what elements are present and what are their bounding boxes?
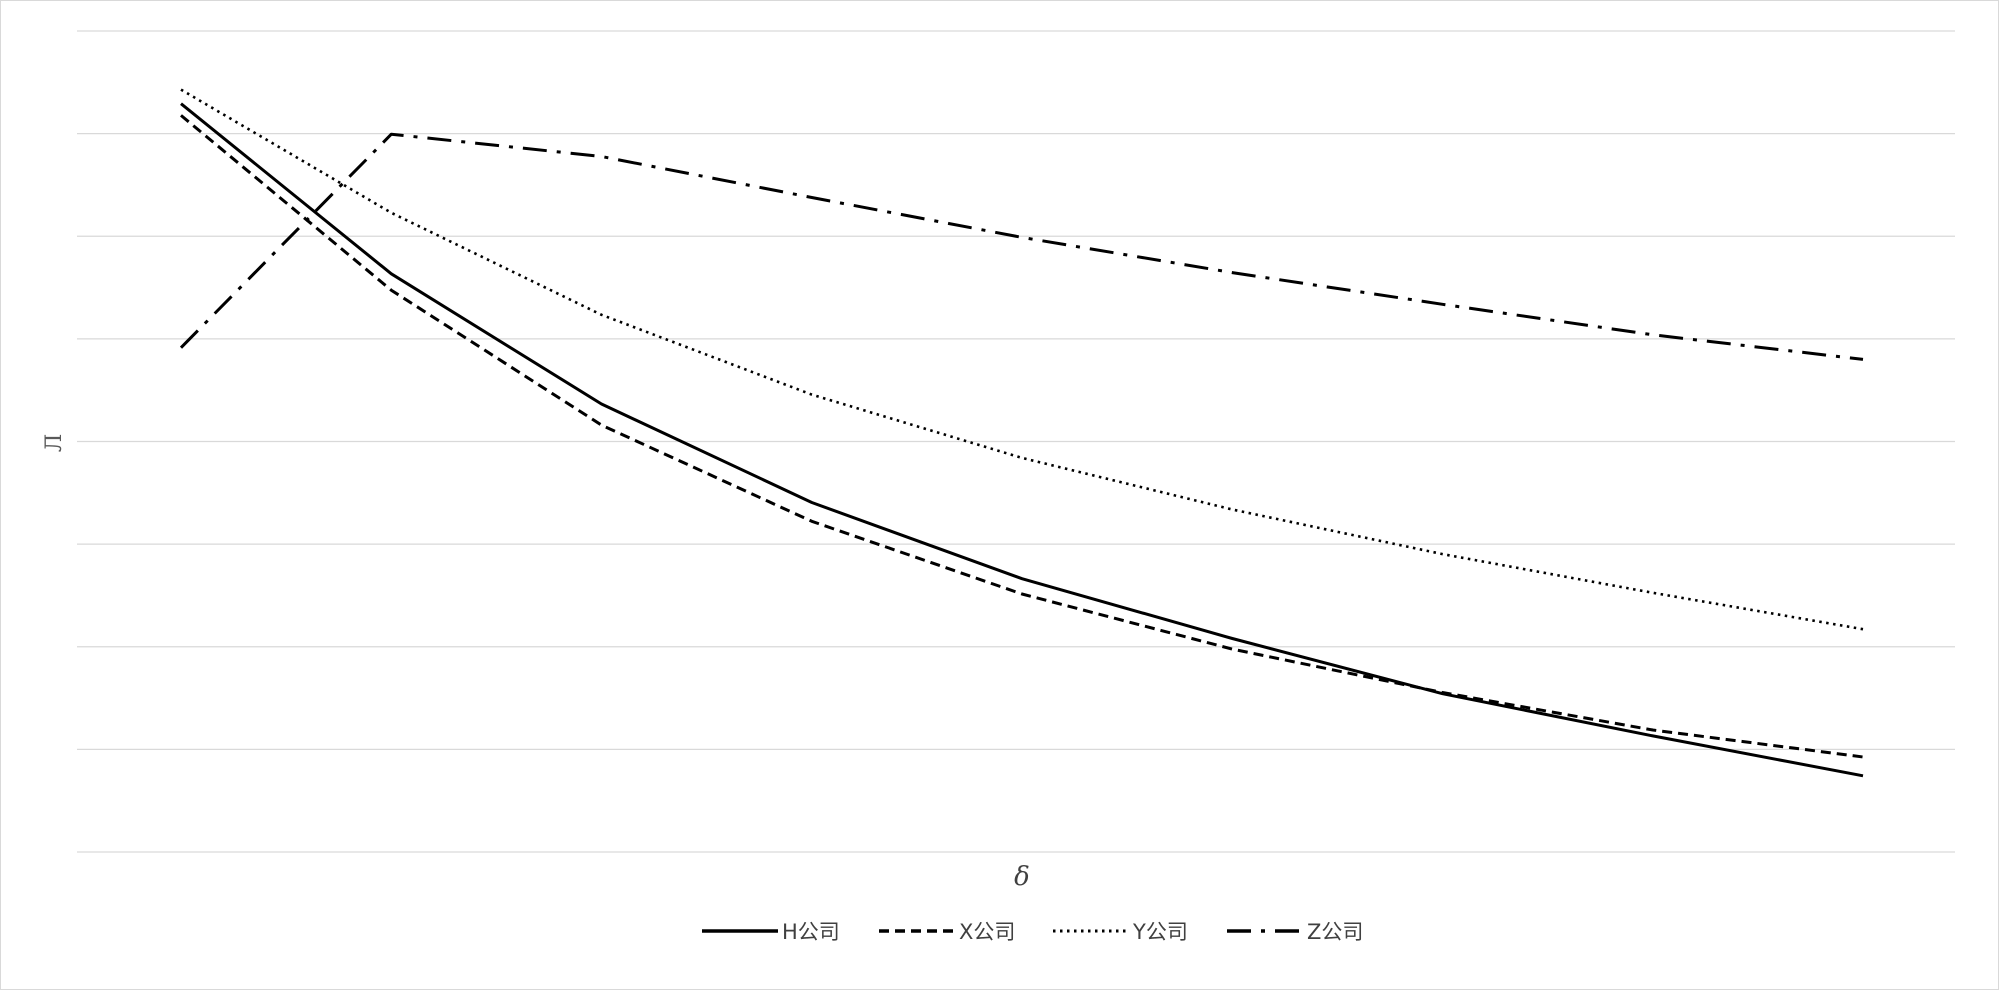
legend-label-3: Y公司 bbox=[1132, 920, 1188, 944]
x-axis-label: δ bbox=[1014, 862, 1030, 892]
legend-label-1: H公司 bbox=[782, 920, 840, 944]
gridlines bbox=[77, 30, 1955, 853]
legend-label-2: X公司 bbox=[959, 920, 1015, 944]
series-lines bbox=[179, 88, 1864, 778]
series-line-3 bbox=[180, 88, 1864, 631]
legend: H公司 X公司 Y公司 Z公司 bbox=[702, 920, 1363, 944]
legend-label-4: Z公司 bbox=[1307, 920, 1363, 944]
y-axis-label: Л bbox=[42, 434, 67, 452]
series-line-1 bbox=[180, 102, 1864, 778]
series-line-2 bbox=[180, 114, 1864, 759]
series-line-4 bbox=[179, 132, 1864, 361]
